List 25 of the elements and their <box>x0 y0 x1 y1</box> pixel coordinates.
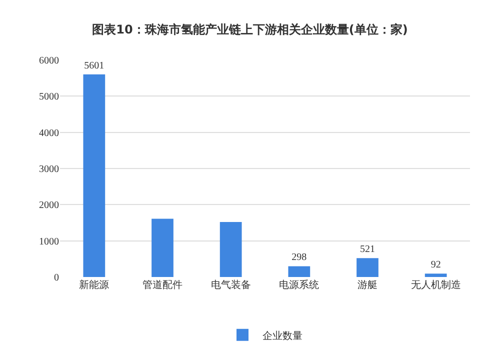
bar <box>220 222 242 277</box>
y-tick-label: 3000 <box>39 164 59 175</box>
x-tick-label: 电气装备 <box>210 279 251 291</box>
bar <box>152 218 174 277</box>
y-tick-label: 1000 <box>39 236 59 248</box>
x-tick-label: 游艇 <box>358 279 378 291</box>
x-tick-label: 电源系统 <box>279 279 320 291</box>
data-label: 521 <box>360 244 375 256</box>
y-tick-label: 4000 <box>39 128 59 139</box>
bar <box>356 258 378 277</box>
bar <box>288 266 310 277</box>
y-tick-label: 0 <box>54 272 59 284</box>
y-tick-label: 5000 <box>39 92 59 103</box>
y-tick-label: 6000 <box>39 56 59 66</box>
x-tick-label: 管道配件 <box>142 279 182 291</box>
data-label: 92 <box>430 260 441 271</box>
x-tick-label: 新能源 <box>79 279 110 291</box>
bar <box>424 274 447 277</box>
legend-label: 企业数量 <box>262 330 302 342</box>
data-label: 298 <box>292 252 307 264</box>
bar <box>83 74 106 277</box>
data-label: 5601 <box>84 60 104 72</box>
y-tick-label: 2000 <box>39 200 59 212</box>
chart-title: 图表10：珠海市氢能产业链上下游相关企业数量(单位：家) <box>92 22 408 37</box>
x-tick-label: 无人机制造 <box>410 279 461 291</box>
